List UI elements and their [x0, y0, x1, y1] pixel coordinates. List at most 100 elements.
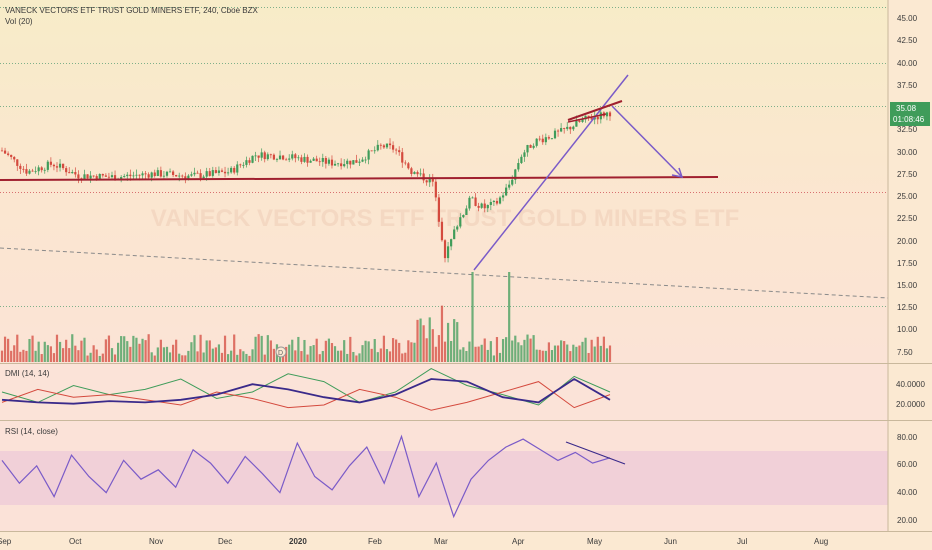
volume-bar — [468, 341, 471, 362]
volume-bar — [324, 340, 327, 362]
candle-body — [123, 176, 126, 178]
volume-bar — [52, 353, 56, 362]
volume-bar — [168, 352, 172, 362]
volume-bar — [266, 335, 269, 362]
rsi-band — [0, 451, 888, 505]
volume-bar — [520, 345, 523, 362]
volume-bar — [456, 322, 459, 362]
volume-bar — [120, 336, 123, 362]
candle-body — [346, 160, 349, 165]
volume-bar — [162, 347, 166, 362]
volume-bar — [395, 339, 398, 362]
symbol-title: VANECK VECTORS ETF TRUST GOLD MINERS ETF… — [5, 6, 258, 15]
time-tick: Jul — [737, 537, 747, 546]
candle-body — [517, 163, 520, 170]
candle-body — [220, 170, 224, 172]
price-tick: 10.00 — [897, 325, 918, 334]
candle-body — [107, 176, 111, 178]
candle-body — [434, 181, 437, 198]
candle-body — [498, 197, 502, 204]
candle-body — [13, 156, 16, 160]
volume-bar — [465, 350, 468, 362]
candle-body — [495, 200, 499, 204]
volume-bar — [92, 345, 95, 362]
volume-bar — [7, 338, 10, 362]
dmi-series-line — [1, 381, 611, 411]
candle-body — [419, 173, 422, 175]
time-tick: Nov — [149, 537, 163, 546]
candle-body — [291, 154, 294, 159]
volume-bar — [327, 338, 331, 362]
volume-bar — [514, 335, 517, 362]
volume-bar — [144, 340, 147, 362]
candle-body — [315, 158, 318, 162]
volume-bar — [193, 335, 196, 362]
volume-bar — [104, 339, 107, 362]
candle-body — [508, 184, 511, 188]
candle-body — [450, 239, 453, 247]
candle-body — [49, 161, 52, 165]
wedge-base-line[interactable] — [567, 113, 607, 123]
volume-bar — [575, 346, 578, 362]
candle-body — [162, 175, 166, 177]
time-tick: Aug — [814, 537, 828, 546]
candle-body — [590, 117, 593, 120]
volume-bar — [489, 341, 492, 362]
candle-body — [560, 128, 563, 132]
candle-body — [422, 173, 425, 181]
candle-body — [159, 170, 162, 177]
volume-bar — [107, 335, 111, 362]
candle-body — [459, 217, 462, 227]
volume-bar — [501, 339, 505, 362]
candle-body — [147, 174, 150, 178]
volume-bar — [581, 341, 584, 362]
time-tick: Apr — [512, 537, 525, 546]
support-line[interactable] — [0, 176, 719, 181]
candle-body — [541, 138, 544, 143]
projection-arrow[interactable] — [611, 105, 683, 178]
volume-bar — [511, 340, 514, 362]
candle-body — [71, 172, 74, 174]
candle-body — [233, 167, 236, 173]
price-tick: 22.50 — [897, 214, 918, 223]
price-tick: 45.00 — [897, 14, 918, 23]
candle-body — [196, 172, 199, 174]
volume-bar — [150, 352, 153, 362]
wedge-top-line[interactable] — [567, 100, 623, 121]
volume-bar — [440, 305, 444, 362]
volume-bar — [413, 342, 416, 362]
volume-bar — [532, 335, 535, 362]
volume-bar — [550, 350, 554, 362]
volume-bar — [117, 342, 120, 362]
volume-bar — [49, 346, 52, 362]
volume-bar — [291, 339, 294, 362]
volume-bar — [541, 350, 544, 362]
volume-bar — [263, 354, 266, 362]
price-axis[interactable] — [888, 0, 932, 531]
time-axis[interactable]: Sep Oct Nov Dec 2020 Feb Mar Apr May Jun… — [0, 537, 828, 546]
candle-body — [251, 155, 254, 163]
descending-trendline[interactable] — [0, 247, 889, 299]
candle-body — [367, 150, 370, 160]
candle-body — [190, 174, 193, 176]
candle-body — [553, 130, 557, 139]
candle-body — [587, 115, 590, 118]
candle-body — [529, 145, 532, 148]
volume-bar — [508, 272, 511, 362]
event-marker-icon[interactable] — [275, 346, 287, 358]
candle-body — [83, 174, 86, 180]
last-price-value: 35.08 — [896, 104, 917, 113]
volume-bar — [578, 345, 581, 362]
volume-bar — [450, 340, 453, 362]
volume-bar — [608, 345, 612, 362]
volume-bar — [446, 322, 450, 362]
time-tick: Jun — [664, 537, 677, 546]
volume-bar — [321, 350, 324, 362]
candle-body — [566, 126, 569, 129]
candle-body — [202, 176, 205, 179]
volume-bar — [62, 348, 65, 362]
rsi-divergence-line[interactable] — [565, 441, 626, 465]
volume-bar — [309, 346, 312, 362]
candle-body — [465, 208, 468, 215]
